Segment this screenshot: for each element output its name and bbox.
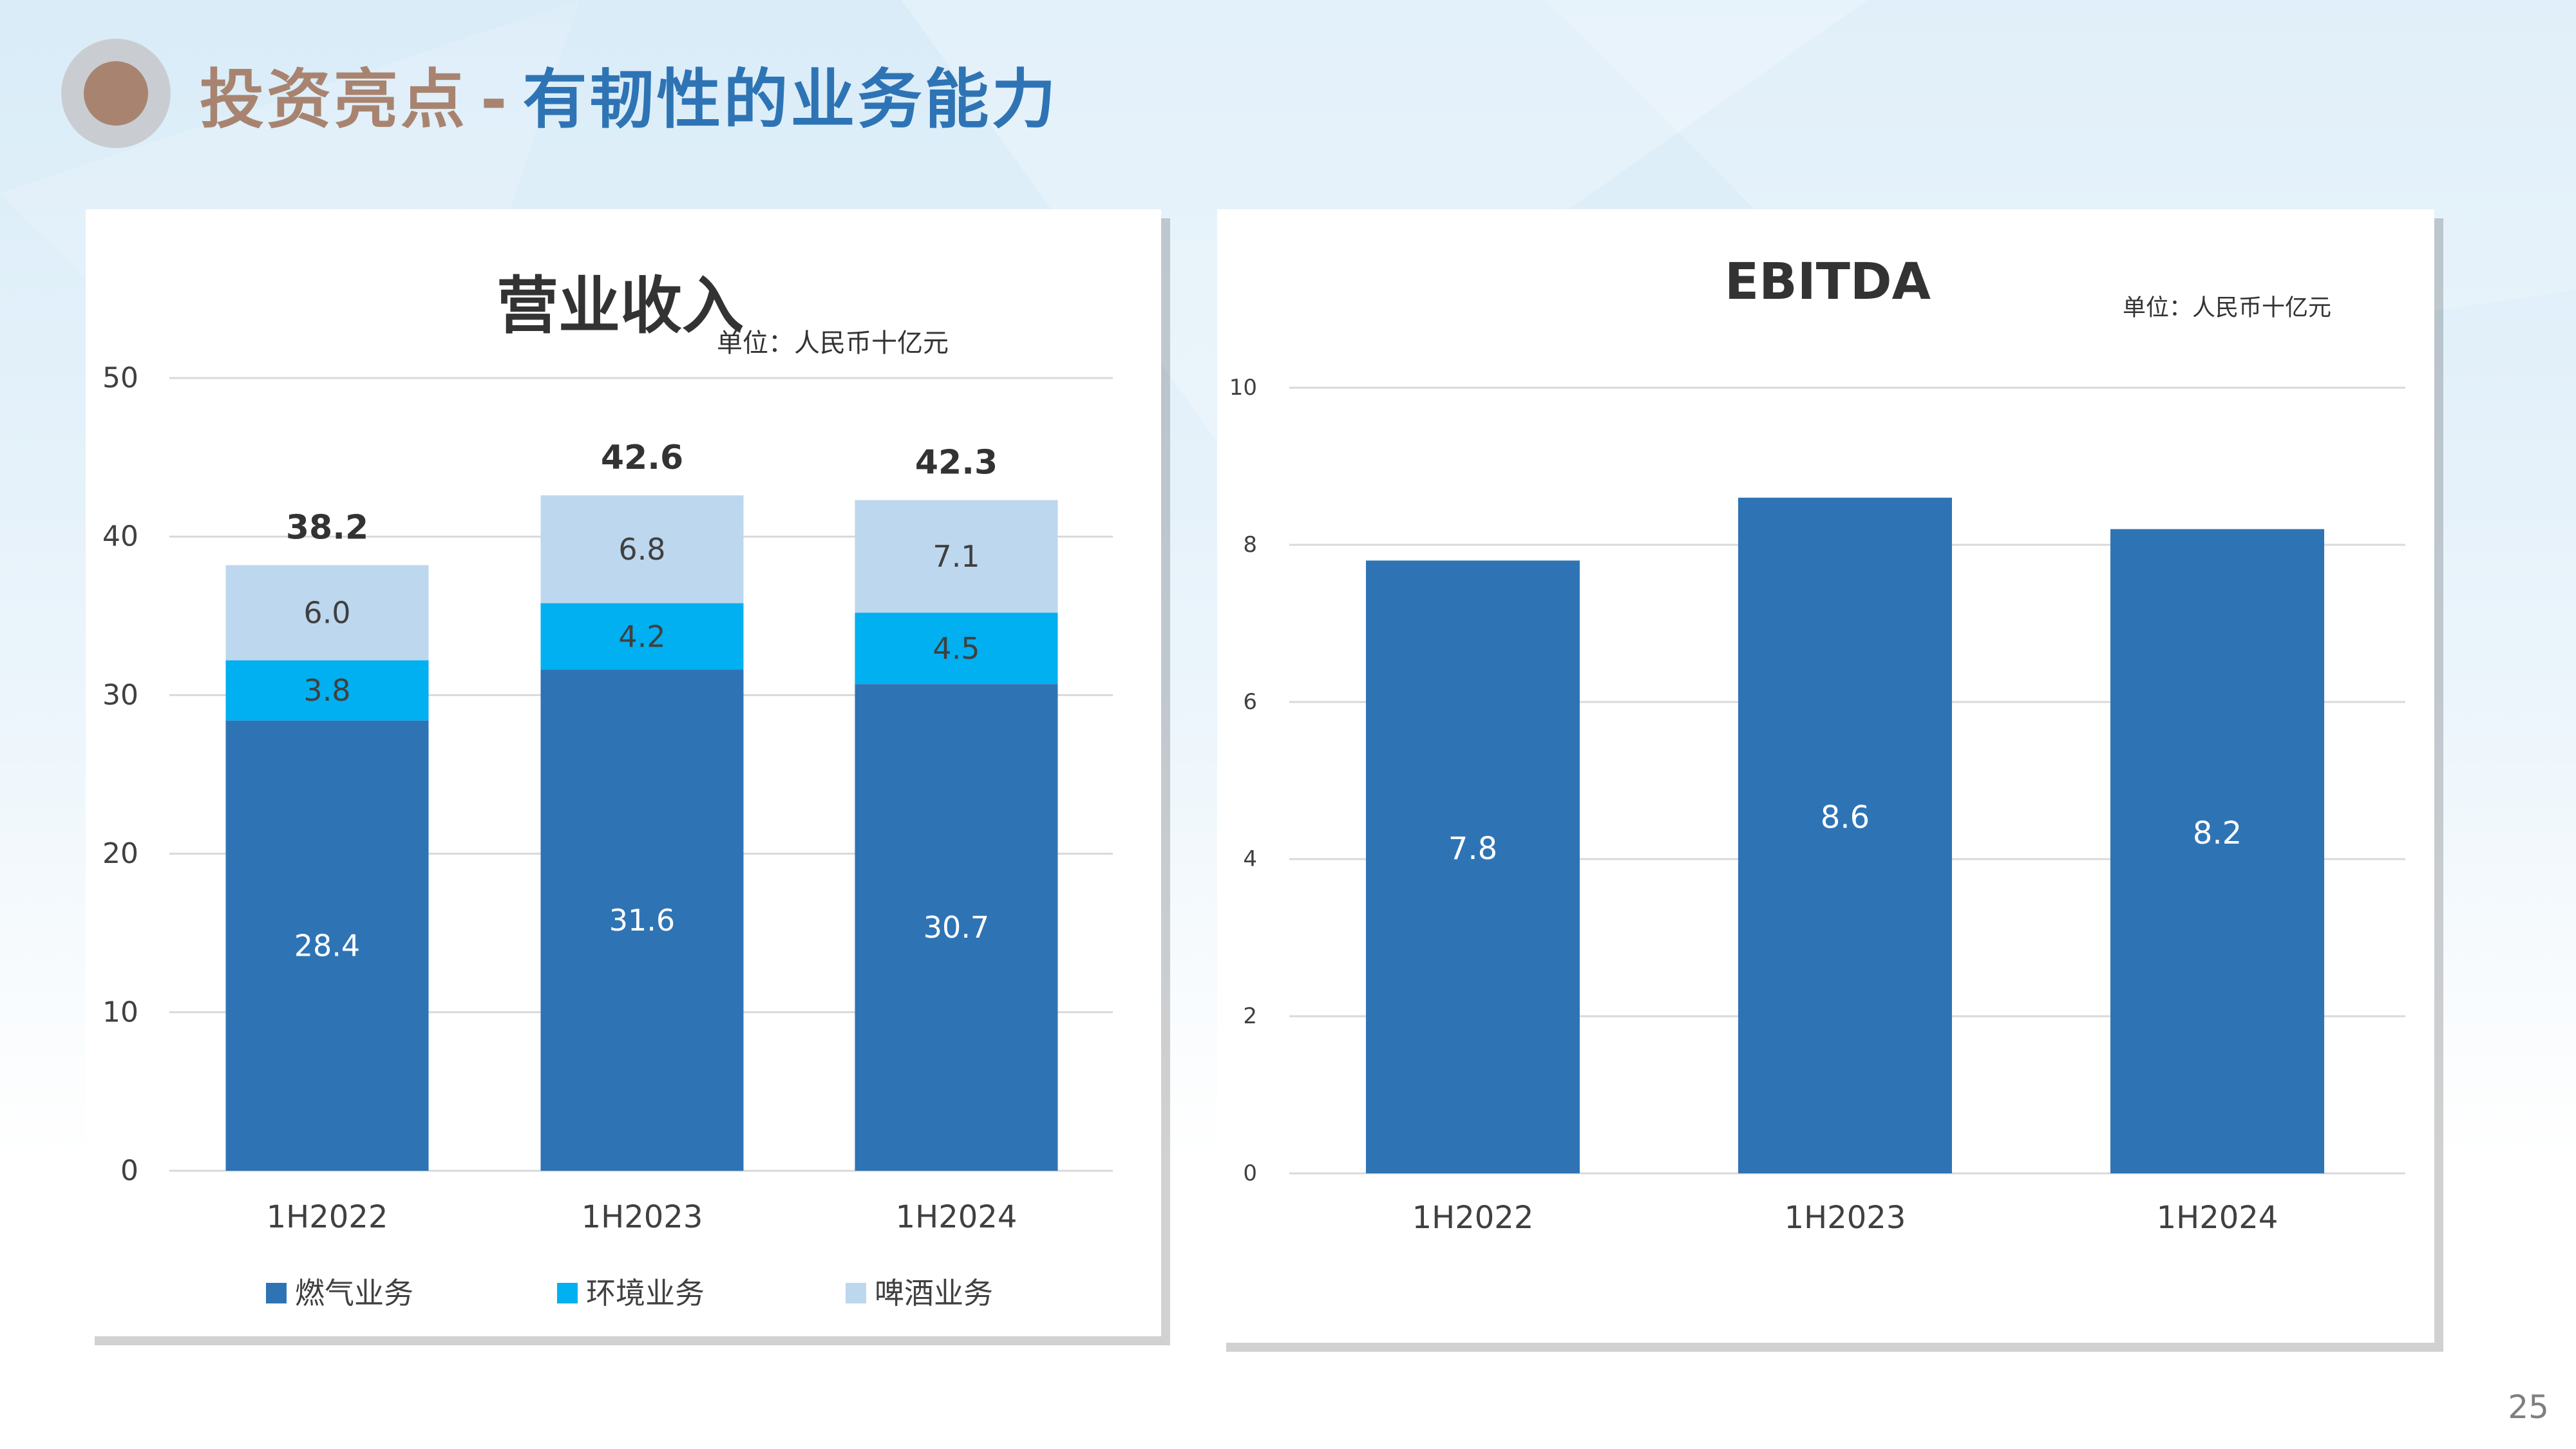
- x-tick-label: 1H2022: [267, 1199, 388, 1235]
- y-tick-label: 10: [1229, 375, 1257, 401]
- title-sub: 有韧性的业务能力: [522, 61, 1059, 137]
- data-label: 30.7: [923, 910, 989, 945]
- legend-swatch: [266, 1283, 287, 1303]
- y-tick-label: 6: [1243, 689, 1257, 715]
- chart-title: EBITDA: [1725, 253, 1931, 311]
- bar: [1366, 560, 1580, 1173]
- slide-title: 投资亮点 - 有韧性的业务能力: [61, 39, 1059, 148]
- data-label: 28.4: [294, 928, 360, 963]
- bar-segment: [540, 670, 744, 1171]
- y-tick-label: 40: [102, 520, 138, 553]
- chart-title: 营业收入: [497, 270, 744, 342]
- y-tick-label: 30: [102, 679, 138, 712]
- x-tick-label: 1H2023: [582, 1199, 703, 1235]
- y-tick-label: 4: [1243, 846, 1257, 872]
- revenue-chart-panel: 营业收入 单位：人民币十亿元 0 10 20 30 40 50 28.4 3.8 6.0 38.2 1H…: [86, 209, 1161, 1336]
- title-bullet-dot: [84, 61, 148, 126]
- bar-segment: [855, 684, 1058, 1171]
- y-tick-label: 10: [102, 996, 138, 1028]
- data-label: 6.8: [618, 532, 665, 567]
- y-tick-label: 0: [1243, 1160, 1257, 1186]
- legend-swatch: [557, 1283, 578, 1303]
- total-label: 42.3: [915, 444, 998, 482]
- title-bullet-icon: [61, 39, 171, 148]
- data-label: 7.8: [1448, 831, 1497, 867]
- slide-title-text: 投资亮点 - 有韧性的业务能力: [200, 47, 1059, 140]
- total-label: 42.6: [601, 439, 683, 477]
- chart-unit: 单位：人民币十亿元: [717, 328, 949, 358]
- bar-segment: [225, 565, 429, 661]
- data-label: 6.0: [303, 595, 350, 630]
- y-tick-label: 50: [102, 362, 138, 395]
- chart-unit: 单位：人民币十亿元: [2123, 295, 2331, 321]
- legend-label: 环境业务: [586, 1276, 705, 1311]
- data-label: 7.1: [933, 539, 980, 574]
- x-tick-label: 1H2024: [2157, 1200, 2278, 1236]
- data-label: 31.6: [609, 903, 675, 938]
- page-number: 25: [2508, 1388, 2549, 1426]
- bar-segment: [225, 660, 429, 721]
- legend-label: 啤酒业务: [875, 1276, 993, 1311]
- y-tick-label: 0: [120, 1155, 138, 1188]
- data-label: 4.2: [618, 619, 665, 654]
- data-label: 8.2: [2193, 815, 2242, 851]
- y-tick-label: 2: [1243, 1003, 1257, 1029]
- legend-label: 燃气业务: [295, 1276, 413, 1311]
- title-main: 投资亮点: [200, 61, 468, 137]
- bar-segment: [225, 720, 429, 1171]
- bar: [1738, 497, 1952, 1173]
- data-label: 4.5: [933, 631, 980, 666]
- y-tick-label: 8: [1243, 532, 1257, 558]
- data-label: 3.8: [303, 673, 350, 708]
- ebitda-chart: EBITDA 单位：人民币十亿元 0 2 4 6 8 10 7.8 1H2022 8.6 1H2023…: [1229, 253, 2405, 1236]
- legend-swatch: [846, 1283, 866, 1303]
- bar-segment: [855, 500, 1058, 613]
- x-tick-label: 1H2022: [1412, 1200, 1534, 1236]
- ebitda-chart-panel: EBITDA 单位：人民币十亿元 0 2 4 6 8 10 7.8 1H2022 8.6 1H2023…: [1217, 209, 2434, 1343]
- title-separator: -: [480, 61, 510, 137]
- bar: [2110, 529, 2324, 1173]
- y-tick-label: 20: [102, 837, 138, 870]
- x-tick-label: 1H2024: [896, 1199, 1018, 1235]
- x-tick-label: 1H2023: [1785, 1200, 1906, 1236]
- bar-segment: [540, 603, 744, 670]
- data-label: 8.6: [1821, 799, 1870, 835]
- bar-segment: [855, 612, 1058, 685]
- total-label: 38.2: [286, 509, 368, 547]
- bar-segment: [540, 495, 744, 603]
